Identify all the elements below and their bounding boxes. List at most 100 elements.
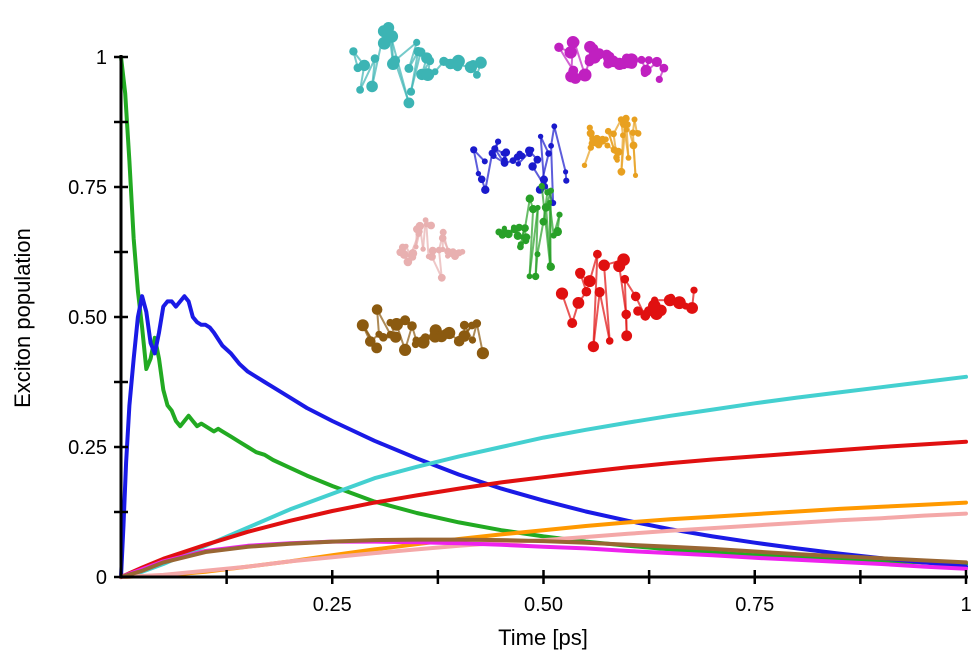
molecule-atom bbox=[648, 299, 661, 313]
series-line-3 bbox=[119, 439, 968, 579]
molecule-atom bbox=[370, 54, 380, 63]
molecule-atom bbox=[640, 68, 650, 78]
molecule-bond bbox=[523, 198, 531, 229]
molecule-atom bbox=[617, 167, 626, 176]
molecule-atom bbox=[531, 272, 540, 281]
molecule-atom bbox=[490, 152, 497, 159]
molecule-atom bbox=[427, 252, 436, 261]
molecule-atom bbox=[423, 221, 430, 228]
molecule-atom bbox=[491, 145, 499, 153]
molecule-atom bbox=[598, 136, 607, 145]
molecule-atom bbox=[578, 68, 592, 82]
molecule-atom bbox=[533, 155, 542, 164]
molecule-atom bbox=[400, 250, 409, 259]
molecule-bond bbox=[536, 221, 545, 255]
molecule-atom bbox=[576, 270, 585, 279]
molecule-atom bbox=[686, 302, 698, 314]
molecule-atom bbox=[420, 246, 426, 252]
molecule-atom bbox=[583, 275, 596, 288]
molecule-atom bbox=[413, 244, 419, 250]
molecule-atom bbox=[356, 319, 369, 332]
molecule-atom bbox=[598, 259, 610, 272]
molecule-atom bbox=[614, 157, 620, 163]
molecule-atom bbox=[569, 37, 580, 48]
molecule-atom bbox=[422, 217, 429, 224]
molecule-atom bbox=[586, 129, 595, 138]
molecule-atom bbox=[437, 273, 446, 282]
molecule-bond bbox=[592, 291, 601, 347]
molecule-atom bbox=[547, 200, 553, 205]
molecule-bond bbox=[528, 207, 539, 277]
molecule-atom bbox=[500, 159, 509, 167]
molecule-atom bbox=[404, 63, 414, 73]
molecule-atom bbox=[551, 123, 558, 130]
molecule-atom bbox=[515, 161, 521, 167]
molecule-atom bbox=[633, 306, 643, 316]
molecule-atom bbox=[547, 187, 555, 194]
molecule-atom bbox=[365, 336, 376, 347]
molecule-bond bbox=[553, 126, 567, 173]
molecule-atom bbox=[538, 182, 545, 190]
molecule-atom bbox=[528, 162, 537, 171]
molecule-atom bbox=[614, 147, 623, 156]
molecule-atom bbox=[565, 70, 577, 83]
molecule-atom bbox=[604, 142, 611, 149]
molecule-bond bbox=[472, 149, 480, 174]
molecule-atom bbox=[584, 40, 597, 53]
green-molecule bbox=[495, 182, 563, 281]
molecule-atom bbox=[420, 333, 430, 343]
cyan-molecule bbox=[349, 22, 487, 109]
molecule-atom bbox=[428, 246, 437, 255]
molecule-atom bbox=[637, 55, 646, 64]
molecule-atom bbox=[521, 224, 529, 233]
molecule-atom bbox=[502, 148, 511, 157]
molecule-atom bbox=[604, 127, 612, 135]
x-axis-label: Time [ps] bbox=[498, 625, 588, 650]
molecule-atom bbox=[613, 260, 626, 273]
molecule-atom bbox=[468, 336, 477, 344]
molecule-atom bbox=[498, 231, 507, 239]
molecule-atom bbox=[525, 146, 534, 155]
molecule-atom bbox=[445, 253, 451, 259]
molecule-atom bbox=[356, 86, 364, 94]
molecule-bond bbox=[550, 126, 556, 146]
molecule-atom bbox=[510, 225, 519, 234]
molecule-atom bbox=[546, 262, 555, 271]
molecule-atom bbox=[473, 71, 481, 79]
molecule-atom bbox=[415, 221, 425, 231]
molecule-atom bbox=[651, 56, 663, 68]
molecule-atom bbox=[403, 97, 415, 109]
molecule-atom bbox=[623, 127, 630, 133]
molecule-atom bbox=[390, 318, 403, 331]
molecule-atom bbox=[459, 320, 469, 330]
molecule-atom bbox=[470, 146, 478, 154]
molecule-bond bbox=[437, 249, 443, 278]
molecule-atom bbox=[539, 175, 549, 184]
molecule-atom bbox=[366, 80, 378, 93]
molecule-atom bbox=[537, 133, 544, 140]
molecule-atom bbox=[572, 297, 585, 309]
molecule-atom bbox=[556, 211, 563, 218]
molecule-atom bbox=[659, 63, 669, 73]
molecule-atom bbox=[516, 150, 523, 157]
molecule-atom bbox=[481, 158, 488, 165]
molecule-atom bbox=[349, 47, 358, 56]
molecule-atom bbox=[431, 68, 439, 76]
molecule-atom bbox=[548, 142, 554, 149]
molecule-bond bbox=[409, 51, 422, 92]
blue-molecule bbox=[470, 123, 570, 207]
molecule-atom bbox=[594, 287, 605, 298]
molecule-atom bbox=[587, 341, 600, 353]
orange-molecule bbox=[581, 114, 642, 178]
molecule-atom bbox=[525, 194, 534, 203]
molecule-atom bbox=[563, 177, 570, 184]
molecule-bond bbox=[603, 265, 611, 341]
molecule-bond bbox=[539, 136, 545, 180]
molecule-atom bbox=[449, 248, 457, 256]
molecule-atom bbox=[581, 286, 592, 297]
molecule-atom bbox=[475, 56, 487, 69]
molecule-bond bbox=[598, 291, 611, 342]
molecule-bond bbox=[425, 224, 430, 257]
molecule-atom bbox=[390, 331, 402, 343]
